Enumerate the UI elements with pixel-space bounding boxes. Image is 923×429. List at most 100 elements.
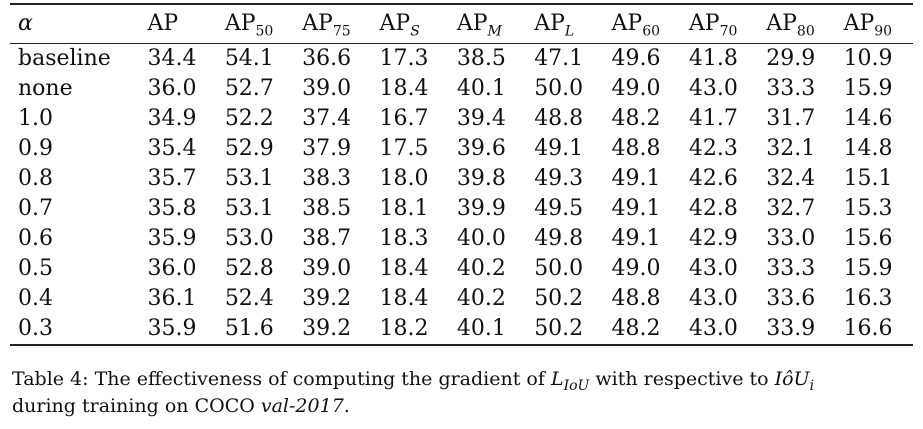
value-cell: 39.4	[456, 106, 506, 131]
caption-math-l-sub: IoU	[563, 377, 590, 394]
value-cell: 16.3	[843, 286, 893, 311]
header-main-text: AP	[379, 11, 411, 36]
row-label-cell: 0.5	[18, 256, 53, 281]
caption-text-line2: during training on COCO	[12, 395, 255, 417]
value-cell: 50.0	[534, 256, 584, 281]
value-cell: 39.0	[302, 76, 352, 101]
header-main-text: AP	[688, 11, 720, 36]
value-cell: 49.0	[611, 256, 661, 281]
row-label-cell: 0.6	[18, 226, 53, 251]
value-cell: 50.2	[534, 286, 584, 311]
header-subscript: 60	[642, 23, 661, 40]
caption-math-loss: LIoU	[551, 368, 589, 393]
value-cell: 32.4	[766, 166, 816, 191]
value-cell: 48.8	[611, 136, 661, 161]
value-cell: 15.1	[843, 166, 893, 191]
value-cell: 17.3	[379, 46, 429, 71]
value-cell: 39.6	[456, 136, 506, 161]
value-cell: 35.8	[147, 196, 197, 221]
value-cell: 53.0	[224, 226, 274, 251]
value-cell: 35.4	[147, 136, 197, 161]
value-cell: 15.9	[843, 256, 893, 281]
header-main-text: AP	[147, 11, 179, 36]
row-label-cell: 1.0	[18, 106, 53, 131]
header-main-text: AP	[456, 11, 488, 36]
header-main-text: AP	[766, 11, 797, 36]
header-main-text: AP	[611, 11, 643, 36]
value-cell: 36.6	[302, 46, 352, 71]
value-cell: 53.1	[224, 166, 274, 191]
value-cell: 42.8	[688, 196, 738, 221]
value-cell: 52.8	[224, 256, 274, 281]
value-cell: 36.0	[147, 76, 197, 101]
value-cell: 48.2	[611, 316, 661, 341]
value-cell: 39.2	[302, 316, 352, 341]
caption-math-iou-main: IôU	[774, 368, 810, 390]
header-main-text: AP	[302, 11, 333, 36]
value-cell: 39.2	[302, 286, 352, 311]
value-cell: 18.4	[379, 286, 429, 311]
value-cell: 35.7	[147, 166, 197, 191]
header-subscript: S	[410, 23, 420, 40]
table-row: 0.5 36.0 52.8 39.0 18.4 40.2 50.0 49.0 43.0 33.3 1…	[10, 254, 913, 284]
results-table: α AP AP50 AP75 APS APM APL AP60 AP70 AP80 AP90 bas…	[10, 3, 913, 346]
caption-text-middle: with respective to	[595, 368, 769, 390]
value-cell: 54.1	[224, 46, 274, 71]
value-cell: 18.0	[379, 166, 429, 191]
value-cell: 49.1	[611, 166, 661, 191]
value-cell: 42.6	[688, 166, 738, 191]
row-label-cell: 0.7	[18, 196, 53, 221]
value-cell: 33.6	[766, 286, 816, 311]
header-subscript: 50	[255, 23, 274, 40]
value-cell: 49.0	[611, 76, 661, 101]
header-cell-7: AP60	[604, 4, 681, 44]
header-main-text: α	[18, 11, 33, 36]
value-cell: 16.6	[843, 316, 893, 341]
value-cell: 40.1	[456, 76, 506, 101]
value-cell: 51.6	[224, 316, 274, 341]
value-cell: 49.1	[534, 136, 584, 161]
value-cell: 32.1	[766, 136, 816, 161]
row-label-cell: 0.3	[18, 316, 53, 341]
row-label-cell: 0.9	[18, 136, 53, 161]
header-main-text: AP	[843, 11, 875, 36]
value-cell: 14.6	[843, 106, 893, 131]
table-row: 0.8 35.7 53.1 38.3 18.0 39.8 49.3 49.1 42.6 32.4 1…	[10, 164, 913, 194]
header-subscript: 90	[874, 23, 893, 40]
value-cell: 50.0	[534, 76, 584, 101]
value-cell: 18.4	[379, 76, 429, 101]
header-cell-5: APM	[449, 4, 526, 44]
header-main-text: AP	[534, 11, 565, 36]
header-subscript: 70	[719, 23, 738, 40]
table-row: 0.7 35.8 53.1 38.5 18.1 39.9 49.5 49.1 42.8 32.7 1…	[10, 194, 913, 224]
value-cell: 33.9	[766, 316, 816, 341]
value-cell: 42.9	[688, 226, 738, 251]
value-cell: 32.7	[766, 196, 816, 221]
value-cell: 52.9	[224, 136, 274, 161]
value-cell: 36.1	[147, 286, 197, 311]
table-row: none 36.0 52.7 39.0 18.4 40.1 50.0 49.0 43.0 33.3…	[10, 74, 913, 104]
caption-math-iou: IôUi	[774, 368, 814, 393]
table-row: 1.0 34.9 52.2 37.4 16.7 39.4 48.8 48.2 41.7 31.7 1…	[10, 104, 913, 134]
value-cell: 35.9	[147, 316, 197, 341]
caption-dataset: val-2017	[260, 395, 344, 417]
value-cell: 33.0	[766, 226, 816, 251]
value-cell: 35.9	[147, 226, 197, 251]
row-label-cell: 0.8	[18, 166, 53, 191]
value-cell: 38.5	[302, 196, 352, 221]
value-cell: 42.3	[688, 136, 738, 161]
caption-math-iou-sub: i	[809, 377, 815, 394]
value-cell: 39.9	[456, 196, 506, 221]
value-cell: 50.2	[534, 316, 584, 341]
value-cell: 18.3	[379, 226, 429, 251]
caption-text-before: The effectiveness of computing the gradi…	[94, 368, 545, 390]
table-body: baseline 34.4 54.1 36.6 17.3 38.5 47.1 49.6 41.8…	[10, 44, 913, 345]
row-label-cell: 0.4	[18, 286, 53, 311]
value-cell: 34.4	[147, 46, 197, 71]
header-subscript: L	[564, 23, 575, 40]
value-cell: 38.5	[456, 46, 506, 71]
value-cell: 43.0	[688, 286, 738, 311]
header-subscript: 75	[332, 23, 351, 40]
value-cell: 43.0	[688, 76, 738, 101]
value-cell: 49.8	[534, 226, 584, 251]
